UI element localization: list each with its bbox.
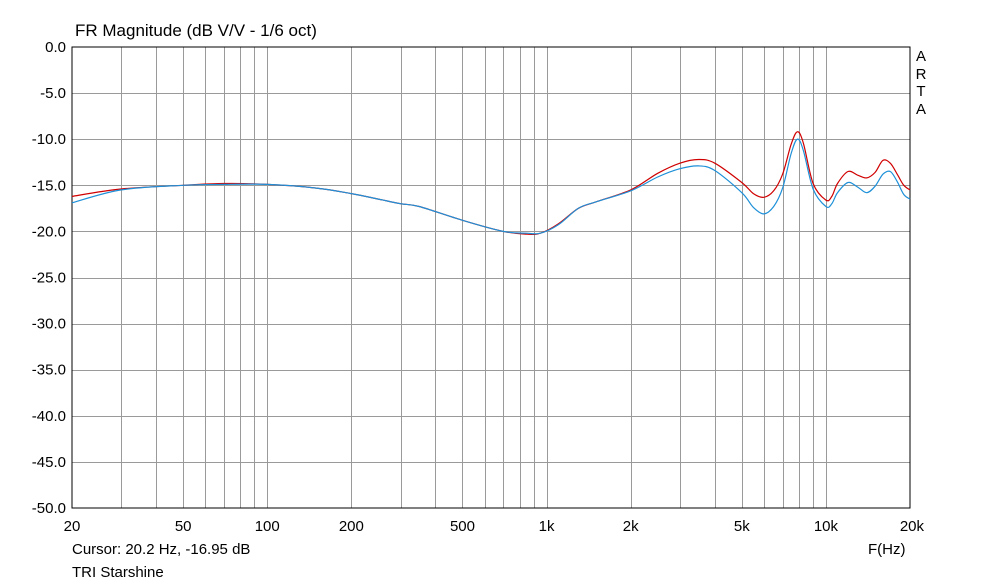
grid: [72, 47, 910, 508]
y-tick-label: -20.0: [32, 223, 66, 240]
y-tick-label: -35.0: [32, 362, 66, 379]
brand-letter: R: [915, 65, 927, 83]
y-tick-label: -5.0: [40, 85, 66, 102]
x-tick-label: 200: [339, 518, 364, 535]
y-tick-label: -50.0: [32, 500, 66, 517]
y-tick-label: -45.0: [32, 454, 66, 471]
x-tick-label: 20: [64, 518, 81, 535]
y-tick-label: 0.0: [45, 39, 66, 56]
x-axis-ticks: 20 50 100 200 500 1k 2k 5k 10k 20k: [64, 518, 925, 535]
arta-logo: A R T A: [914, 48, 928, 118]
x-tick-label: 20k: [900, 518, 925, 535]
x-tick-label: 500: [450, 518, 475, 535]
x-tick-label: 5k: [734, 518, 750, 535]
cursor-readout: Cursor: 20.2 Hz, -16.95 dB: [72, 541, 251, 558]
y-tick-label: -25.0: [32, 270, 66, 287]
y-tick-label: -10.0: [32, 131, 66, 148]
y-tick-label: -30.0: [32, 316, 66, 333]
x-tick-label: 50: [175, 518, 192, 535]
x-tick-label: 100: [255, 518, 280, 535]
y-axis-ticks: 0.0 -5.0 -10.0 -15.0 -20.0 -25.0 -30.0 -35.0 -40…: [32, 39, 66, 517]
brand-letter: A: [915, 100, 926, 118]
series-line-2: [71, 138, 911, 235]
curves: [71, 131, 911, 236]
y-tick-label: -15.0: [32, 177, 66, 194]
x-tick-label: 2k: [623, 518, 639, 535]
x-tick-label: 10k: [814, 518, 839, 535]
brand-letter: T: [916, 83, 926, 100]
chart-title: FR Magnitude (dB V/V - 1/6 oct): [75, 21, 317, 40]
x-tick-label: 1k: [539, 518, 555, 535]
brand-letter: A: [915, 48, 926, 65]
y-tick-label: -40.0: [32, 408, 66, 425]
measurement-name: TRI Starshine: [72, 564, 164, 581]
x-axis-label: F(Hz): [868, 541, 906, 558]
plot-frame: [71, 46, 911, 509]
